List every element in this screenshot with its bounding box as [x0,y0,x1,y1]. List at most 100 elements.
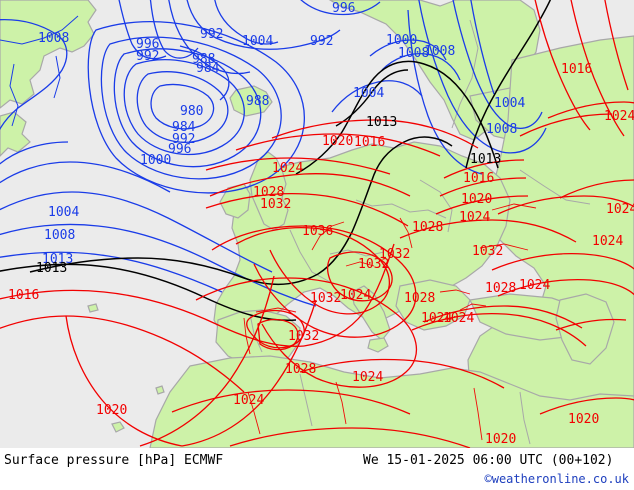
isobar-label: 1028 [253,185,284,200]
isobar-label: 1013 [36,261,67,276]
isobar-label: 1032 [472,244,503,259]
isobar-1020-africa [229,427,471,448]
isobar-1020-poland [439,177,527,197]
isobar-1013-blue-west [0,251,223,293]
isobar-label: 1020 [485,432,516,447]
isobar-1036-core [235,226,390,315]
isobar-label: 1028 [412,220,443,235]
isobar-label: 992 [200,27,223,42]
isobar-label: 1024 [592,234,623,249]
isobar-label: 1004 [353,86,384,101]
isobar-1032-iberia [257,318,299,351]
isobar-1004-bend [470,0,495,95]
isobar-1000-scandi [369,39,447,61]
isobar-1028-uk [209,173,411,197]
land-iceland [229,85,273,117]
border-russia-inner [519,169,591,205]
isobar-label: 1024 [340,288,371,303]
isobar-1008-east [418,0,547,154]
isobar-1024-arc [139,275,275,447]
copyright-credit[interactable]: ©weatheronline.co.uk [484,472,630,486]
isobar-1008-greenland [0,18,68,131]
isobar-low-layer [0,0,547,307]
isobar-label: 1020 [96,403,127,418]
isobar-1016-north [271,119,479,149]
isobar-1028-iberia-1 [246,309,305,349]
isobar-1004-east [452,0,543,129]
isobar-label: 988 [246,94,269,109]
isobar-label: 1004 [494,96,525,111]
isobar-label: 1020 [568,412,599,427]
land-great-britain [249,151,289,231]
land-north-africa [149,355,634,448]
isobar-1024-africa [171,389,411,415]
page-title: Surface pressure [hPa] ECMWF [4,453,224,468]
border-poland [419,179,453,233]
isobar-996-core [100,36,282,180]
isobar-1016-poland [443,159,525,179]
isobar-label: 1008 [38,31,69,46]
land-canaries [111,421,125,433]
isobar-label: 996 [332,1,355,16]
isobar-label: 1020 [322,134,353,149]
isobar-996-top [300,0,381,16]
isobar-1013-east-branch [465,0,552,169]
isobar-1024-africa2 [299,358,505,389]
isobar-label: 1024 [443,311,474,326]
isobar-1024-poland [435,195,529,215]
isobar-1024-east [491,252,634,271]
isobar-1024-east2 [497,278,634,297]
border-central-europe [355,199,447,219]
country-border-layer [243,203,537,441]
isobar-1020-nile [539,397,634,415]
isobar-1008-scandi [381,52,461,81]
border-france [289,229,331,283]
surface-pressure-map[interactable]: 1008 996 992 996 992 1004 992 988 984 988 980 984 99… [0,0,634,448]
isobar-996-west [0,141,69,165]
border-iberia-inner [249,313,263,353]
river-canada-1 [0,15,79,45]
isobar-980-core [150,83,215,130]
river-layer [0,15,79,127]
isobar-label: 988 [192,52,215,67]
border-ma-dz [247,391,261,435]
isobar-984-core [136,71,229,143]
isobar-984-outer [179,45,230,101]
isobar-1008-west [0,223,317,307]
isobar-1024-mid-east [547,101,634,119]
isobar-label: 992 [136,49,159,64]
isobar-1020-north [235,133,441,157]
isobar-1024-levant [555,318,627,331]
isobar-label: 1036 [302,224,333,239]
isobar-1004-box [214,0,279,45]
isobar-label: 1008 [486,122,517,137]
isobar-label: 1020 [461,192,492,207]
isobar-1032-uk [205,192,409,227]
border-gr-tr [459,303,487,311]
isobar-high-layer [0,0,634,448]
isobar-992-upper [186,0,341,50]
border-ro-bg [439,289,471,295]
border-es-pt [243,317,251,355]
land-sicily [367,337,389,353]
border-it-ch [345,261,375,267]
isobar-1000-west [0,161,171,193]
isobar-1004-west [0,191,273,273]
isobar-label: 996 [168,142,191,157]
river-canada-3 [53,55,61,99]
border-es-fr [255,307,297,313]
isobar-label: 992 [172,132,195,147]
isobar-label: 1032 [288,329,319,344]
isobar-label: 996 [136,37,159,52]
isobar-label: 1016 [354,135,385,150]
isobar-1024-ru [497,195,634,215]
border-de-pl [399,217,413,249]
isobar-1020-west [0,315,245,393]
isobar-label: 1024 [421,311,452,326]
isobar-label: 1004 [242,34,273,49]
isobar-label: 992 [310,34,333,49]
isobar-1028-south [195,277,417,388]
isobar-1020-mid-east [519,113,613,137]
